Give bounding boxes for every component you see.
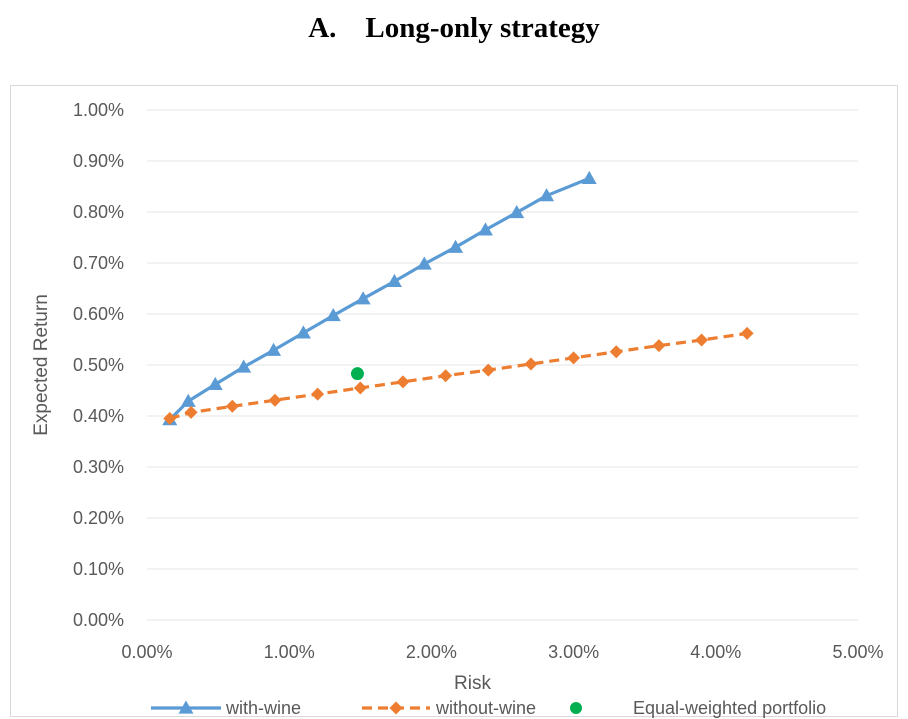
legend: with-wine without-wine Equal-weighted port…: [151, 698, 826, 718]
circle-marker: [570, 702, 582, 714]
legend-label: with-wine: [225, 698, 301, 718]
gridlines: [147, 109, 858, 621]
triangle-marker: [180, 393, 196, 407]
legend-item: with-wine: [151, 698, 301, 718]
y-axis-title: Expected Return: [31, 294, 52, 436]
series-without-wine: [163, 326, 754, 426]
triangle-marker: [266, 342, 282, 356]
y-axis-tick-labels: 0.00% 0.10% 0.20% 0.30% 0.40% 0.50% 0.60% 0.70%…: [73, 100, 124, 630]
diamond-marker: [439, 369, 453, 383]
diamond-marker: [740, 326, 754, 340]
y-tick-label: 0.10%: [73, 559, 124, 579]
y-tick-label: 0.00%: [73, 610, 124, 630]
y-tick-label: 0.40%: [73, 406, 124, 426]
diamond-marker: [652, 339, 666, 353]
series-with-wine: [162, 170, 597, 426]
triangle-marker: [355, 291, 371, 305]
diamond-marker: [609, 345, 623, 359]
legend-item: Equal-weighted portfolio: [570, 698, 826, 718]
series-equal-weighted-portfolio: [350, 367, 364, 381]
triangle-marker: [236, 359, 252, 373]
triangle-marker: [207, 376, 223, 391]
x-axis-tick-labels: 0.00% 1.00% 2.00% 3.00% 4.00% 5.00%: [121, 642, 883, 662]
x-tick-label: 3.00%: [548, 642, 599, 662]
triangle-marker: [477, 222, 493, 236]
y-tick-label: 0.60%: [73, 304, 124, 324]
diamond-marker: [481, 363, 495, 377]
triangle-marker: [581, 170, 597, 184]
y-tick-label: 0.30%: [73, 457, 124, 477]
y-tick-label: 0.90%: [73, 151, 124, 171]
diamond-marker: [389, 701, 403, 715]
chart-frame: [10, 85, 898, 717]
series-layer: [162, 170, 754, 426]
triangle-marker: [325, 308, 341, 322]
diamond-marker: [524, 357, 538, 371]
circle-marker: [350, 367, 364, 381]
diamond-marker: [163, 412, 177, 426]
legend-label: Equal-weighted portfolio: [633, 698, 826, 718]
diamond-marker: [268, 393, 282, 407]
page-title: A. Long-only strategy: [308, 12, 600, 44]
diamond-marker: [353, 381, 367, 395]
x-tick-label: 4.00%: [690, 642, 741, 662]
diamond-marker: [567, 351, 581, 365]
legend-label: without-wine: [435, 698, 536, 718]
diamond-marker: [225, 399, 239, 413]
triangle-marker: [448, 239, 464, 253]
diamond-marker: [184, 405, 198, 419]
triangle-marker: [295, 325, 311, 339]
x-tick-label: 0.00%: [121, 642, 172, 662]
series-line: [168, 176, 590, 421]
y-tick-label: 0.50%: [73, 355, 124, 375]
triangle-marker: [509, 205, 525, 219]
diamond-marker: [396, 375, 410, 389]
y-tick-label: 0.20%: [73, 508, 124, 528]
triangle-marker: [178, 700, 194, 714]
y-tick-label: 1.00%: [73, 100, 124, 120]
x-tick-label: 5.00%: [832, 642, 883, 662]
triangle-marker: [539, 188, 555, 202]
y-tick-label: 0.80%: [73, 202, 124, 222]
y-tick-label: 0.70%: [73, 253, 124, 273]
x-tick-label: 2.00%: [406, 642, 457, 662]
legend-item: without-wine: [362, 698, 536, 718]
triangle-marker: [386, 273, 402, 287]
diamond-marker: [695, 333, 709, 347]
diamond-marker: [311, 387, 325, 401]
triangle-marker: [416, 256, 432, 270]
x-tick-label: 1.00%: [264, 642, 315, 662]
x-axis-title: Risk: [454, 673, 491, 694]
